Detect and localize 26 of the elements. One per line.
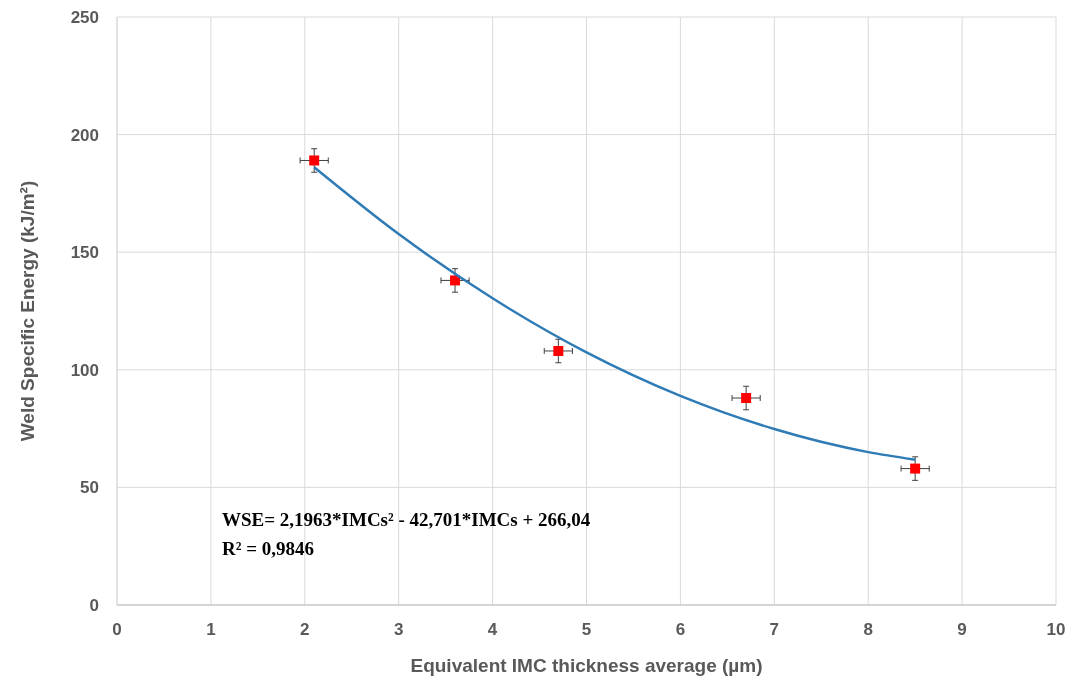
point xyxy=(741,393,752,404)
y-tick-label: 200 xyxy=(70,125,99,145)
x-tick-label: 1 xyxy=(206,620,216,639)
x-tick-label: 0 xyxy=(112,620,122,639)
x-tick-label: 9 xyxy=(957,620,967,639)
y-tick-label: 250 xyxy=(70,8,99,27)
x-tick-label: 3 xyxy=(393,620,404,639)
x-tick-label: 6 xyxy=(675,620,686,639)
point xyxy=(450,275,461,286)
x-tick-label: 8 xyxy=(863,620,873,639)
y-tick-label: 100 xyxy=(70,360,99,380)
annotation: R² = 0,9846 xyxy=(222,538,314,559)
y-tick-label: 0 xyxy=(89,596,99,615)
x-tick-label: 10 xyxy=(1046,620,1066,639)
annotation: WSE= 2,1963*IMCs² - 42,701*IMCs + 266,04 xyxy=(222,509,591,530)
point xyxy=(910,463,921,474)
y-tick-label: 50 xyxy=(80,478,99,498)
x-axis-title: Equivalent IMC thickness average (µm) xyxy=(410,655,763,676)
x-tick-label: 4 xyxy=(487,620,498,639)
point xyxy=(309,155,320,166)
y-axis-title: Weld Specific Energy (kJ/m²) xyxy=(17,180,38,442)
x-tick-label: 7 xyxy=(769,620,780,639)
y-tick-label: 150 xyxy=(70,243,99,263)
x-tick-label: 2 xyxy=(300,620,310,639)
x-tick-label: 5 xyxy=(581,620,592,639)
point xyxy=(553,345,564,356)
